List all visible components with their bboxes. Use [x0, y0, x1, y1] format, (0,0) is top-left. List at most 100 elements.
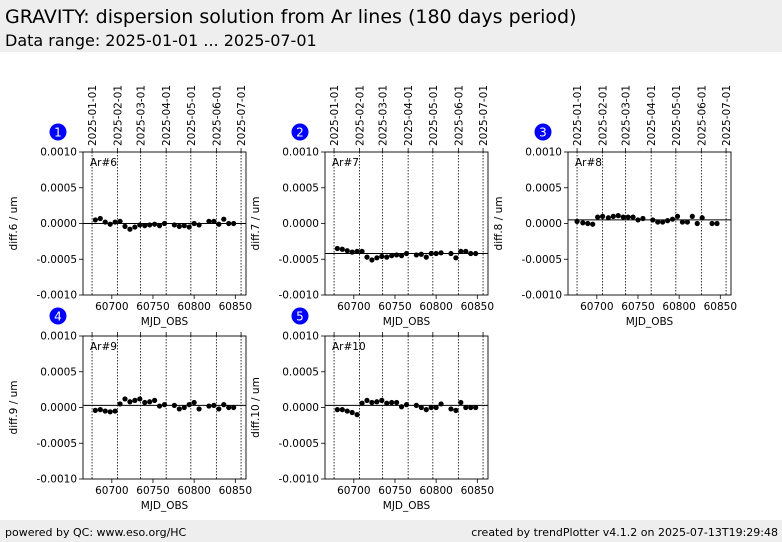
data-point [599, 213, 606, 219]
data-point [448, 250, 454, 257]
panel-number-badge [49, 307, 67, 325]
data-point [655, 219, 661, 225]
data-point [665, 218, 671, 224]
data-point [379, 253, 385, 259]
data-point [694, 220, 700, 227]
data-point [428, 404, 434, 411]
panel-number: 5 [296, 310, 304, 324]
data-point [97, 407, 103, 413]
data-point [684, 219, 690, 225]
y-tick-label: 0.0010 [40, 147, 77, 159]
data-point [156, 403, 163, 409]
data-point [394, 252, 400, 258]
x-tick-label: 60750 [136, 301, 169, 313]
data-point [468, 404, 474, 411]
data-point [374, 399, 380, 405]
plot-frame [82, 335, 247, 480]
data-point [171, 222, 177, 228]
data-point [640, 215, 646, 222]
chart-panel-2: 2025-01-01 2025-02-01 2025-03-01 2025-04-01… [250, 85, 494, 328]
data-point [433, 404, 439, 411]
x-tick-label: 60850 [461, 301, 494, 313]
data-point [605, 215, 611, 221]
data-point [403, 250, 410, 257]
data-point [650, 217, 656, 223]
data-point [221, 216, 227, 222]
data-point [97, 215, 103, 222]
panel-number-badge [49, 123, 67, 141]
y-tick-label: 0.0000 [40, 402, 77, 414]
y-tick-label: 0.0000 [525, 218, 562, 230]
data-point [714, 220, 720, 227]
panel-number: 2 [296, 126, 304, 140]
data-point [112, 219, 118, 225]
panel-number: 3 [539, 126, 547, 140]
data-point [344, 248, 350, 254]
data-point [458, 248, 464, 254]
data-point [117, 401, 123, 407]
data-point [226, 220, 232, 227]
y-tick-label: 0.0010 [525, 147, 562, 159]
panel-number-badge [291, 123, 309, 141]
x-tick-label: 60800 [177, 485, 210, 497]
y-axis-label: diff.10 / um [250, 377, 262, 438]
date-tick-label: 2025-05-01 [671, 85, 683, 146]
y-tick-label: 0.0005 [282, 182, 319, 194]
data-point [349, 249, 355, 255]
x-tick-label: 60750 [136, 485, 169, 497]
y-tick-label: -0.0010 [521, 290, 562, 302]
data-point [216, 221, 222, 227]
date-tick-label: 2025-05-01 [186, 85, 198, 146]
data-point [226, 404, 232, 411]
data-point [211, 218, 217, 224]
data-point [147, 399, 153, 405]
data-point [359, 248, 365, 254]
data-point [186, 402, 192, 408]
x-tick-label: 60750 [378, 301, 411, 313]
date-tick-label: 2025-01-01 [329, 85, 341, 146]
data-point [127, 226, 133, 232]
date-tick-label: 2025-03-01 [136, 85, 148, 146]
x-tick-label: 60800 [419, 301, 452, 313]
x-tick-label: 60850 [219, 485, 252, 497]
date-tick-label: 2025-02-01 [113, 85, 125, 146]
data-point [635, 217, 641, 223]
data-point [403, 402, 410, 408]
data-point [161, 402, 168, 408]
data-point [137, 222, 143, 228]
data-point [191, 399, 197, 406]
data-point [354, 248, 360, 254]
date-tick-label: 2025-03-01 [378, 85, 390, 146]
data-point [349, 409, 355, 416]
panel-number-badge [534, 123, 552, 141]
data-point [689, 213, 695, 219]
data-point [132, 224, 138, 230]
x-tick-label: 60700 [95, 485, 128, 497]
data-point [369, 399, 375, 406]
report-footer: powered by QC: www.eso.org/HC created by… [0, 520, 782, 542]
data-point [620, 214, 626, 220]
data-point [453, 407, 459, 413]
data-point [122, 396, 128, 402]
data-point [132, 397, 138, 403]
data-point [92, 407, 98, 413]
data-point [463, 404, 469, 411]
date-tick-label: 2025-05-01 [428, 85, 440, 146]
data-point [211, 402, 217, 408]
date-tick-label: 2025-07-01 [236, 85, 248, 146]
data-point [92, 217, 98, 223]
data-point [473, 250, 479, 257]
data-point [615, 213, 621, 219]
x-tick-label: 60700 [95, 301, 128, 313]
data-point [423, 254, 429, 260]
y-tick-label: -0.0005 [278, 254, 319, 266]
x-axis-label: MJD_OBS [383, 316, 431, 328]
x-axis-label: MJD_OBS [383, 500, 431, 512]
report-header: GRAVITY: dispersion solution from Ar lin… [0, 0, 782, 52]
data-point [196, 222, 202, 228]
x-tick-label: 60850 [461, 485, 494, 497]
date-tick-label: 2025-01-01 [572, 85, 584, 146]
y-tick-label: -0.0005 [278, 438, 319, 450]
data-point [413, 402, 419, 408]
